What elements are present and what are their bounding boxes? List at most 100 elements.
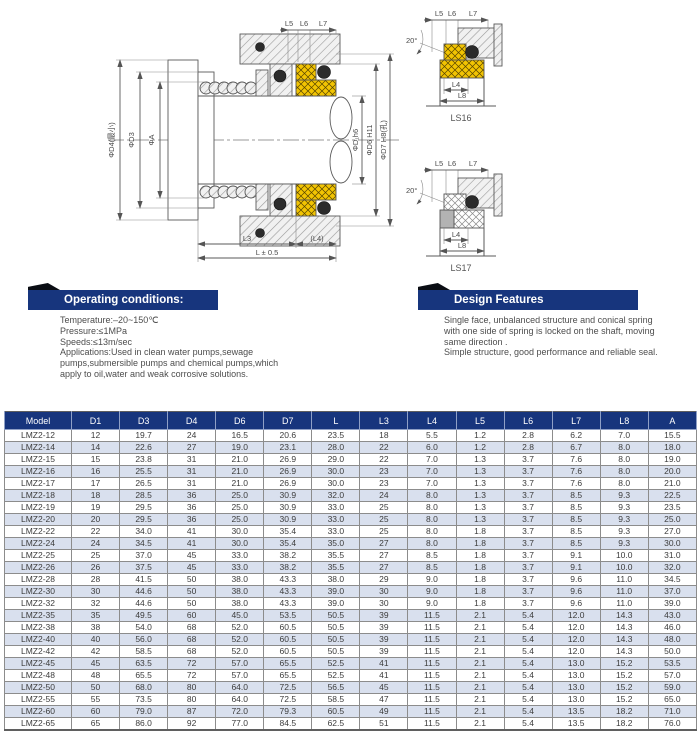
- value-cell: 7.0: [599, 429, 649, 442]
- value-cell: 16.5: [215, 429, 265, 442]
- table-row: LMZ2-12 12 19.7 24 16.5 20.6 23.5 18 5.5 1.2 2.8 6.…: [4, 429, 698, 442]
- value-cell: 18.2: [599, 717, 649, 731]
- value-cell: 30.9: [263, 513, 313, 526]
- value-cell: 24: [359, 489, 409, 502]
- value-cell: 7.0: [407, 477, 457, 490]
- ls17-l7: L7: [469, 159, 477, 168]
- spec-table-head-row: Model D1 D3 D4 D6 D7 L L3 L4 L5 L6 L7 L8 A: [4, 411, 698, 430]
- value-cell: 25: [359, 513, 409, 526]
- spec-table-body: LMZ2-12 12 19.7 24 16.5 20.6 23.5 18 5.5 1.2 2.8 6.…: [4, 429, 698, 731]
- dim-label-d6: ΦD6 H11: [365, 125, 374, 156]
- model-cell: LMZ2-17: [4, 477, 72, 490]
- value-cell: 11.5: [407, 705, 457, 718]
- value-cell: 50: [167, 597, 217, 610]
- main-section-view: ΦD4(最小) ΦD3 ΦA ΦD₁h6 ΦD6 H11 ΦD7 H8(孔) L…: [107, 19, 400, 262]
- value-cell: 8.5: [407, 561, 457, 574]
- value-cell: 20: [70, 513, 121, 526]
- value-cell: 33.0: [215, 561, 265, 574]
- column-header: A: [647, 411, 698, 430]
- value-cell: 8.5: [551, 513, 601, 526]
- table-row: LMZ2-25 25 37.0 45 33.0 38.2 35.5 27 8.5 1.8 3.7 9.…: [4, 549, 698, 562]
- ls16-housing-wall: [493, 23, 503, 67]
- column-header: D6: [215, 411, 265, 430]
- value-cell: 50: [70, 681, 121, 694]
- seat-bottom-step: [295, 199, 317, 217]
- value-cell: 60: [70, 705, 121, 718]
- table-row: LMZ2-24 24 34.5 41 30.0 35.4 35.0 27 8.0 1.8 3.7 8.…: [4, 537, 698, 550]
- value-cell: 3.7: [503, 585, 553, 598]
- value-cell: 30.0: [215, 537, 265, 550]
- value-cell: 14: [70, 441, 121, 454]
- value-cell: 1.2: [455, 441, 505, 454]
- value-cell: 30.0: [215, 525, 265, 538]
- seat-bottom-wide: [295, 183, 337, 201]
- value-cell: 39.0: [647, 597, 698, 610]
- column-header: L5: [455, 411, 505, 430]
- value-cell: 9.3: [599, 525, 649, 538]
- value-cell: 9.0: [407, 597, 457, 610]
- value-cell: 6.2: [551, 429, 601, 442]
- value-cell: 12.0: [551, 645, 601, 658]
- value-cell: 11.5: [407, 657, 457, 670]
- value-cell: 5.4: [503, 669, 553, 682]
- value-cell: 12.0: [551, 609, 601, 622]
- value-cell: 3.7: [503, 513, 553, 526]
- value-cell: 25: [359, 525, 409, 538]
- value-cell: 8.0: [599, 465, 649, 478]
- o-ring-head-top: [273, 69, 287, 83]
- value-cell: 8.0: [407, 501, 457, 514]
- value-cell: 56.0: [119, 633, 169, 646]
- value-cell: 22: [359, 441, 409, 454]
- value-cell: 3.7: [503, 597, 553, 610]
- value-cell: 28: [70, 573, 121, 586]
- value-cell: 50.5: [311, 621, 361, 634]
- model-cell: LMZ2-25: [4, 549, 72, 562]
- operating-conditions-title: Operating conditions:: [64, 294, 184, 306]
- value-cell: 44.6: [119, 585, 169, 598]
- value-cell: 65.5: [263, 657, 313, 670]
- value-cell: 13.5: [551, 717, 601, 731]
- ls17-angle: 20°: [406, 186, 417, 195]
- dim-label-l3: L3: [243, 234, 251, 243]
- value-cell: 41: [359, 657, 409, 670]
- value-cell: 2.1: [455, 645, 505, 658]
- value-cell: 1.3: [455, 477, 505, 490]
- column-header: L8: [599, 411, 649, 430]
- set-screw-bottom: [255, 228, 265, 238]
- value-cell: 40: [70, 633, 121, 646]
- value-cell: 5.4: [503, 681, 553, 694]
- model-cell: LMZ2-24: [4, 537, 72, 550]
- value-cell: 15.2: [599, 693, 649, 706]
- value-cell: 13.0: [551, 669, 601, 682]
- value-cell: 1.8: [455, 525, 505, 538]
- value-cell: 72: [167, 657, 217, 670]
- model-cell: LMZ2-45: [4, 657, 72, 670]
- value-cell: 73.5: [119, 693, 169, 706]
- value-cell: 35.5: [311, 549, 361, 562]
- value-cell: 30.9: [263, 501, 313, 514]
- value-cell: 2.1: [455, 669, 505, 682]
- value-cell: 38.0: [215, 597, 265, 610]
- value-cell: 13.0: [551, 657, 601, 670]
- value-cell: 71.0: [647, 705, 698, 718]
- value-cell: 23: [359, 465, 409, 478]
- detail-view-ls16: L5 L6 L7 20° L4 L8 LS16: [406, 9, 503, 123]
- value-cell: 25.0: [647, 513, 698, 526]
- value-cell: 11.0: [599, 585, 649, 598]
- value-cell: 23.8: [119, 453, 169, 466]
- value-cell: 5.4: [503, 705, 553, 718]
- table-row: LMZ2-15 15 23.8 31 21.0 26.9 29.0 22 7.0 1.3 3.7 7.…: [4, 453, 698, 466]
- text-line: Simple structure, good performance and r…: [444, 347, 658, 358]
- table-row: LMZ2-45 45 63.5 72 57.0 65.5 52.5 41 11.5 2.1 5.4 1…: [4, 657, 698, 670]
- value-cell: 33.0: [215, 549, 265, 562]
- value-cell: 11.5: [407, 645, 457, 658]
- value-cell: 65: [70, 717, 121, 731]
- table-row: LMZ2-18 18 28.5 36 25.0 30.9 32.0 24 8.0 1.3 3.7 8.…: [4, 489, 698, 502]
- value-cell: 9.6: [551, 585, 601, 598]
- value-cell: 3.7: [503, 573, 553, 586]
- model-cell: LMZ2-30: [4, 585, 72, 598]
- value-cell: 53.5: [647, 657, 698, 670]
- model-cell: LMZ2-32: [4, 597, 72, 610]
- value-cell: 65.0: [647, 693, 698, 706]
- value-cell: 8.0: [599, 441, 649, 454]
